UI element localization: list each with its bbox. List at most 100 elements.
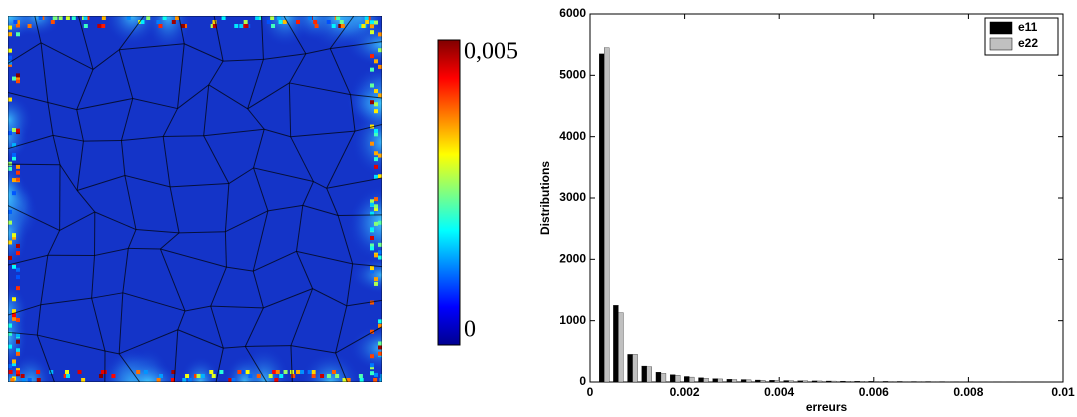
edge-pixel <box>370 20 374 25</box>
edge-pixel <box>182 378 187 382</box>
grain-boundary <box>283 16 307 54</box>
edge-pixel <box>313 20 318 24</box>
edge-pixel <box>296 20 301 24</box>
x-tick-label: 0.004 <box>764 385 794 399</box>
edge-pixel <box>237 370 242 374</box>
edge-pixel <box>335 374 340 378</box>
edge-pixel <box>65 370 70 374</box>
grain-boundary <box>263 288 313 309</box>
grain-boundary <box>76 141 84 191</box>
grain-boundary <box>305 48 331 55</box>
x-tick-label: 0 <box>587 385 594 399</box>
grain-boundary <box>118 49 134 99</box>
grain-boundary <box>335 352 348 382</box>
grain-boundary <box>330 41 382 50</box>
edge-pixel <box>361 24 366 28</box>
edge-pixel <box>12 235 16 240</box>
grain-boundary <box>288 82 292 137</box>
edge-pixel <box>378 250 382 255</box>
edge-pixel <box>16 170 20 175</box>
grain-boundary <box>184 305 211 312</box>
bar <box>674 375 681 383</box>
heatmap-image <box>8 16 382 382</box>
grain-boundary <box>177 329 224 349</box>
bar <box>689 376 695 383</box>
edge-pixel <box>378 93 382 98</box>
edge-pixel <box>374 281 378 286</box>
grain-boundary <box>326 177 382 189</box>
bar <box>788 380 794 383</box>
bar <box>604 47 610 383</box>
edge-pixel <box>255 16 260 20</box>
grain-boundary <box>162 136 171 187</box>
grain-boundary <box>290 136 314 182</box>
edge-pixel <box>12 309 16 314</box>
bar <box>760 380 766 383</box>
edge-pixel <box>8 62 12 67</box>
grain-boundary <box>290 288 314 346</box>
edge-pixel <box>221 16 226 20</box>
grain-boundary <box>244 346 268 382</box>
grain-boundary <box>302 204 339 216</box>
grain-boundary <box>52 135 61 165</box>
edge-pixel <box>8 25 12 30</box>
grain-boundary <box>59 164 78 191</box>
edge-pixel <box>378 48 382 53</box>
edge-pixel <box>277 16 282 20</box>
grain-boundary <box>224 231 227 268</box>
edge-pixel <box>196 374 201 378</box>
grain-boundary <box>124 175 137 230</box>
x-tick-label: 0.01 <box>1051 385 1075 399</box>
edge-pixel <box>359 378 364 382</box>
grain-boundary <box>326 188 339 216</box>
grain-boundary <box>177 310 186 330</box>
edge-pixel <box>266 20 271 24</box>
edge-pixel <box>239 24 244 28</box>
edge-pixel <box>71 16 76 20</box>
bar <box>660 373 667 383</box>
bar <box>599 53 605 383</box>
edge-pixel <box>370 67 374 72</box>
edge-pixel <box>8 344 12 349</box>
colorbar-tick-label: 0,005 <box>464 39 518 65</box>
grain-boundary <box>127 229 137 249</box>
grain-boundary <box>76 69 94 110</box>
edge-pixel <box>374 132 378 137</box>
edge-pixel <box>8 32 12 37</box>
edge-pixel <box>278 20 283 24</box>
edge-pixel <box>370 266 374 271</box>
edge-pixel <box>374 157 378 162</box>
grain-boundary <box>296 250 353 265</box>
edge-pixel <box>364 16 369 20</box>
grain-boundary <box>8 134 54 150</box>
edge-pixel <box>16 333 20 338</box>
edge-pixel <box>374 206 378 211</box>
edge-pixel <box>378 255 382 260</box>
bar <box>655 372 662 383</box>
edge-pixel <box>326 374 331 378</box>
grain-boundary <box>37 334 106 352</box>
edge-pixel <box>21 378 26 382</box>
grain-boundary <box>179 231 226 234</box>
grain-boundary <box>47 230 61 256</box>
edge-pixel <box>16 370 20 375</box>
edge-pixel <box>370 329 374 334</box>
edge-pixel <box>185 374 190 378</box>
edge-pixel <box>175 16 180 20</box>
edge-pixel <box>8 97 12 102</box>
edge-pixel <box>12 76 16 81</box>
edge-pixel <box>272 370 277 374</box>
edge-pixel <box>374 164 378 169</box>
edge-pixel <box>8 48 12 53</box>
grain-boundary <box>247 108 265 130</box>
grain-boundary <box>208 60 224 86</box>
grain-boundary <box>160 248 227 268</box>
bar <box>632 354 638 383</box>
edge-pixel <box>12 316 16 321</box>
edge-pixel <box>8 323 12 328</box>
grain-boundary <box>213 16 224 62</box>
edge-pixel <box>83 16 88 20</box>
hot-spot <box>348 324 382 372</box>
edge-pixel <box>370 211 374 216</box>
grain-boundary <box>329 16 355 49</box>
